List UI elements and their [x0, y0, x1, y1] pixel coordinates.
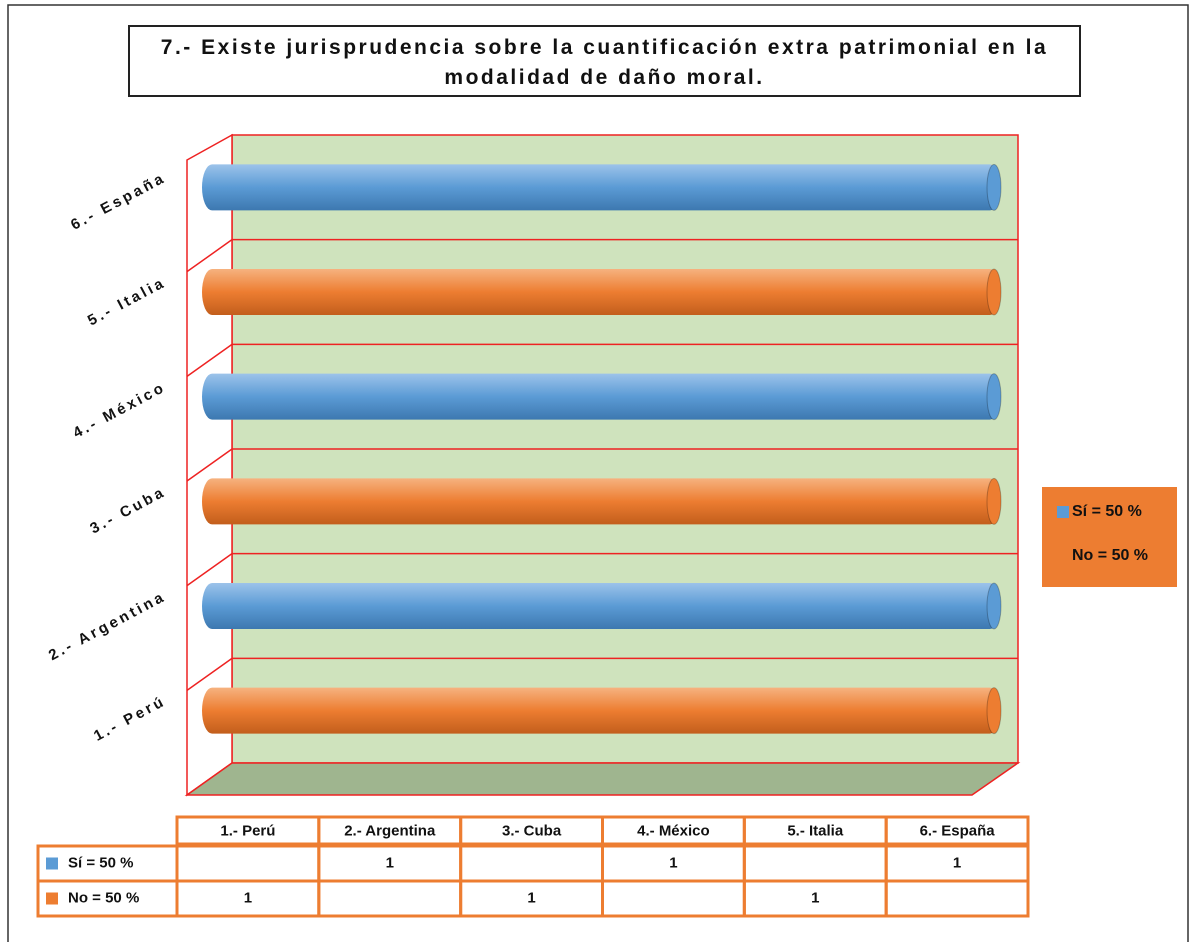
legend-label: Sí = 50 %: [1072, 503, 1142, 520]
table-value: 1: [811, 889, 819, 906]
table-value: 1: [527, 889, 535, 906]
legend-label: No = 50 %: [1072, 547, 1148, 564]
table-header: 1.- Perú: [220, 822, 275, 839]
table-header: 5.- Italia: [787, 822, 844, 839]
bar-cap: [986, 477, 1002, 525]
table-header: 2.- Argentina: [344, 822, 436, 839]
floor: [184, 762, 1021, 796]
table-cell: [884, 815, 1030, 846]
bar-cap: [986, 373, 1002, 421]
table-cell: [175, 844, 321, 883]
grid-line: [186, 239, 233, 273]
table-value: 1: [386, 854, 394, 871]
bar-cap: [986, 687, 1002, 735]
y-tick-label: 3.- Cuba: [87, 483, 168, 537]
bar-cap: [986, 163, 1002, 211]
chart-title: 7.- Existe jurisprudencia sobre la cuant…: [128, 25, 1081, 97]
bar: [202, 687, 1000, 734]
grid-line: [186, 553, 233, 587]
bar: [202, 478, 1000, 525]
table-swatch: [46, 857, 58, 870]
table-header: 3.- Cuba: [502, 822, 562, 839]
grid-line: [186, 657, 233, 691]
y-tick-label: 6.- España: [68, 169, 169, 233]
y-tick-label: 2.- Argentina: [46, 588, 169, 664]
table-cell: [317, 879, 463, 918]
table-cell: [601, 879, 746, 918]
bar: [202, 583, 1000, 629]
table-cell: [742, 844, 888, 883]
grid-line: [186, 448, 233, 482]
table-header: 4.- México: [637, 822, 710, 839]
bar-cap: [986, 582, 1002, 630]
table-value: 1: [244, 889, 252, 906]
table-header: 6.- España: [920, 822, 996, 839]
table-swatch: [46, 892, 58, 905]
bar: [202, 164, 1000, 211]
y-tick-label: 4.- México: [70, 379, 169, 442]
legend-swatch: [1057, 550, 1069, 562]
legend-swatch: [1057, 506, 1069, 518]
y-tick-label: 1.- Perú: [91, 693, 169, 745]
table-row-label: No = 50 %: [68, 889, 139, 906]
table-value: 1: [953, 854, 961, 871]
outer-border: [7, 4, 1189, 942]
bar: [202, 373, 1000, 420]
table-cell: [459, 844, 604, 883]
legend-box: [1042, 487, 1177, 587]
bar: [202, 269, 1000, 315]
y-tick-label: 5.- Italia: [85, 274, 169, 329]
table-row-label: Sí = 50 %: [68, 854, 133, 871]
bar-cap: [986, 268, 1002, 316]
table-cell: [884, 879, 1030, 918]
table-value: 1: [669, 854, 677, 871]
grid-line: [186, 343, 233, 377]
